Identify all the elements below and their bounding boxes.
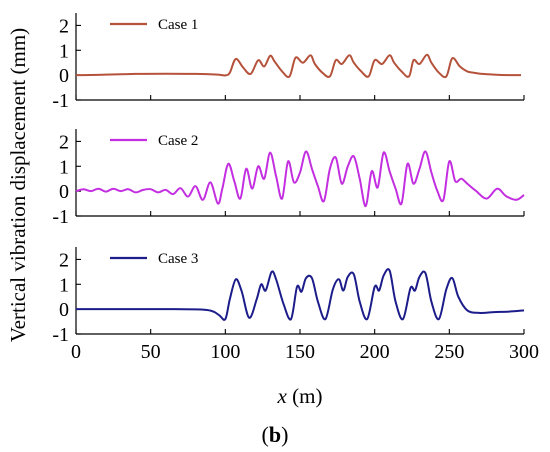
x-tick-label: 100	[210, 341, 240, 363]
y-axis-label: Vertical vibration displacement (mm)	[6, 28, 30, 342]
legend-label: Case 3	[158, 251, 198, 267]
legend-label: Case 1	[158, 17, 198, 33]
legend-label: Case 2	[158, 133, 198, 149]
x-axis-label-variable: x	[277, 384, 288, 408]
x-axis-label-unit: (m)	[287, 384, 323, 408]
series-line-1	[75, 53, 522, 79]
y-tick-label: 0	[59, 299, 69, 321]
y-tick-label: 0	[59, 65, 69, 87]
y-tick-label: 1	[59, 40, 69, 62]
y-tick-label: 2	[59, 15, 69, 37]
series-line-3	[76, 268, 525, 321]
x-tick-label: 0	[71, 341, 81, 363]
x-tick-label: 250	[434, 341, 464, 363]
panel-caption: (b)	[262, 422, 289, 447]
y-tick-label: 1	[59, 274, 69, 296]
x-tick-label: 300	[509, 341, 539, 363]
x-tick-label: 200	[360, 341, 390, 363]
y-tick-label: 2	[59, 131, 69, 153]
x-tick-label: 50	[141, 341, 161, 363]
x-axis-label: x (m)	[277, 384, 323, 408]
y-tick-label: 2	[59, 249, 69, 271]
panel-caption-close: )	[281, 422, 288, 447]
y-tick-label: 1	[59, 156, 69, 178]
y-tick-label: -1	[52, 206, 69, 228]
panel-2: -1 0 1 2 Case 2	[52, 129, 525, 228]
panel-caption-letter: b	[269, 422, 281, 447]
y-tick-label: -1	[52, 90, 69, 112]
y-tick-label: -1	[52, 324, 69, 346]
y-tick-label: 0	[59, 181, 69, 203]
panel-1: -1 0 1 2 Case 1	[52, 13, 525, 112]
x-tick-label: 150	[285, 341, 315, 363]
panel-caption-open: (	[262, 422, 269, 447]
series-line-2	[75, 150, 525, 208]
